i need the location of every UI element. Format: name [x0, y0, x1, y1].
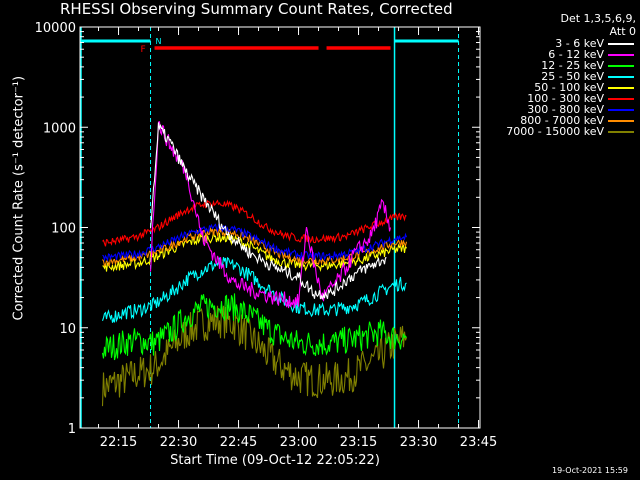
- legend-entry: 12 - 25 keV: [484, 60, 636, 71]
- series-line-25-50keV: [101, 256, 407, 323]
- x-tick-label: 23:45: [460, 435, 497, 450]
- legend-swatch: [608, 76, 634, 78]
- plot-content: NF: [80, 27, 460, 428]
- legend-label: 300 - 800 keV: [527, 103, 604, 116]
- timestamp-footer: 19-Oct-2021 15:59: [552, 466, 628, 475]
- legend-label: 800 - 7000 keV: [520, 114, 604, 127]
- legend-swatch: [608, 98, 634, 100]
- legend-entry: 6 - 12 keV: [484, 49, 636, 60]
- x-tick-label: 23:30: [400, 435, 437, 450]
- legend-label: 6 - 12 keV: [548, 48, 604, 61]
- legend-entry: 800 - 7000 keV: [484, 115, 636, 126]
- x-axis-label: Start Time (09-Oct-12 22:05:22): [170, 453, 380, 468]
- axes: 1 10 100 1000 10000 22:15 22:30 22:45 23:00 23:15…: [35, 21, 498, 450]
- legend-entry: 3 - 6 keV: [484, 38, 636, 49]
- legend-entry: 100 - 300 keV: [484, 93, 636, 104]
- legend-header-detectors: Det 1,3,5,6,9,: [560, 12, 636, 25]
- flare-flag-label: F: [141, 45, 146, 55]
- legend-rows: 3 - 6 keV 6 - 12 keV 12 - 25 keV 25 - 50 ke…: [484, 38, 636, 137]
- y-tick-label: 10: [59, 322, 76, 337]
- legend-entry: 50 - 100 keV: [484, 82, 636, 93]
- legend-entry: 7000 - 15000 keV: [484, 126, 636, 137]
- legend-swatch: [608, 65, 634, 67]
- legend-label: 7000 - 15000 keV: [506, 125, 604, 138]
- legend-swatch: [608, 120, 634, 122]
- y-tick-label: 1: [68, 422, 76, 437]
- y-axis-label: Corrected Count Rate (s⁻¹ detector⁻¹): [11, 75, 27, 321]
- legend-swatch: [608, 131, 634, 133]
- x-tick-label: 22:30: [160, 435, 197, 450]
- series-line-12-25keV: [101, 293, 407, 361]
- legend-entry: 25 - 50 keV: [484, 71, 636, 82]
- y-tick-label: 10000: [35, 21, 76, 36]
- legend-swatch: [608, 109, 634, 111]
- legend-entry: 300 - 800 keV: [484, 104, 636, 115]
- legend-swatch: [608, 54, 634, 56]
- night-flag-label: N: [156, 37, 162, 46]
- x-tick-label: 22:15: [100, 435, 137, 450]
- legend-header-attenuator: Att 0: [609, 25, 636, 38]
- x-tick-label: 23:15: [340, 435, 377, 450]
- legend-label: 50 - 100 keV: [534, 81, 604, 94]
- series-line-800-7000keV: [102, 226, 408, 267]
- legend: Det 1,3,5,6,9, Att 0 3 - 6 keV 6 - 12 keV…: [484, 12, 636, 137]
- series-line-6-12keV: [149, 121, 392, 309]
- y-tick-label: 1000: [43, 121, 76, 136]
- y-tick-label: 100: [51, 222, 76, 237]
- x-tick-label: 23:00: [280, 435, 317, 450]
- series-line-3-6keV: [149, 122, 387, 301]
- series-line-300-800keV: [102, 223, 408, 262]
- chart-title: RHESSI Observing Summary Count Rates, Co…: [60, 0, 453, 18]
- series-line-50-100keV: [102, 232, 407, 273]
- legend-label: 25 - 50 keV: [541, 70, 604, 83]
- series-line-100-300keV: [102, 199, 407, 247]
- series-line-7000-15000keV: [101, 304, 408, 407]
- legend-label: 3 - 6 keV: [555, 37, 604, 50]
- x-tick-label: 22:45: [220, 435, 257, 450]
- legend-label: 12 - 25 keV: [541, 59, 604, 72]
- legend-label: 100 - 300 keV: [527, 92, 604, 105]
- legend-swatch: [608, 87, 634, 89]
- legend-swatch: [608, 43, 634, 45]
